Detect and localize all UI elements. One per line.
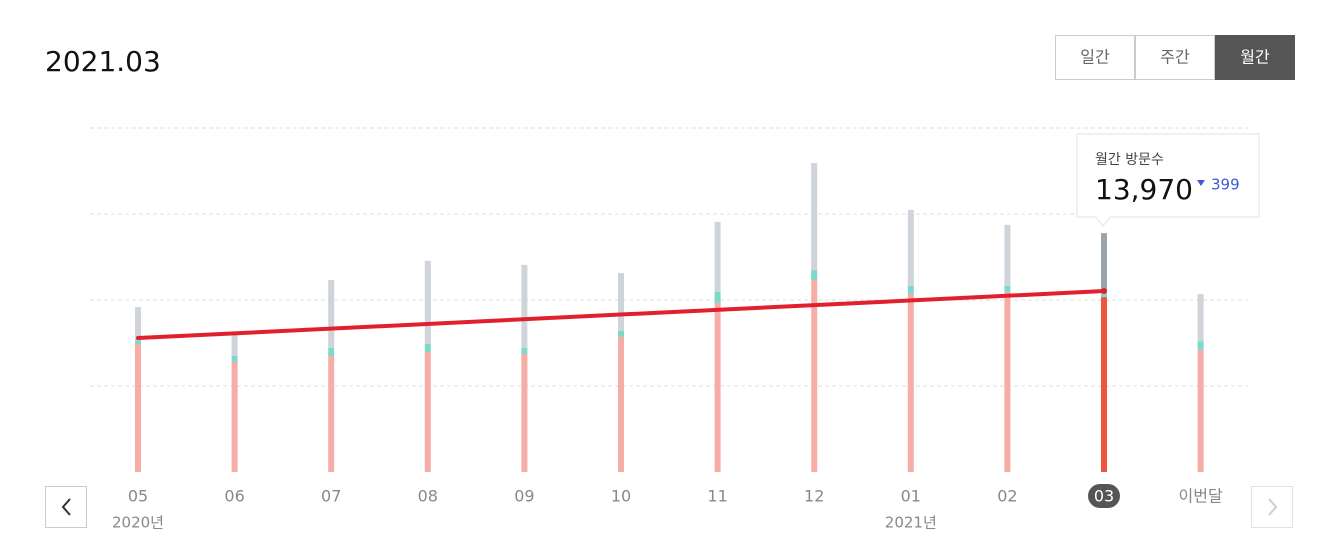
year-label: 2020년 [112, 514, 164, 532]
trend-end [1101, 288, 1107, 295]
bar-segment [424, 260, 431, 344]
next-button[interactable] [1251, 486, 1293, 528]
bar-segment [1004, 224, 1011, 286]
bar-segment [1101, 233, 1107, 292]
x-tick-label[interactable]: 12 [804, 487, 824, 506]
bar-segment [1197, 341, 1204, 351]
bar-segment [328, 347, 335, 357]
bar-segment [231, 361, 238, 472]
bar-segment [521, 347, 528, 355]
bar-segment [811, 280, 818, 472]
tab[interactable] [1055, 35, 1135, 80]
next-arrow [1268, 498, 1278, 516]
x-tick-label[interactable]: 09 [514, 487, 534, 506]
prev-button-box[interactable] [45, 486, 87, 528]
change-arrow [1197, 180, 1205, 186]
bar-segment [1004, 291, 1011, 472]
bar-segment [1197, 350, 1204, 472]
tooltip-change: 399 [1211, 176, 1240, 194]
bar-segment [714, 291, 721, 303]
prev-arrow [61, 498, 71, 516]
bar-segment [135, 307, 141, 341]
bar-segment [521, 354, 528, 472]
tooltip: 월간 방문수 13,970 399 [1076, 133, 1260, 227]
x-tick-label[interactable]: 05 [128, 487, 148, 506]
x-tick-label[interactable]: 06 [224, 487, 244, 506]
bar-segment [231, 333, 238, 356]
bar-segment [618, 272, 624, 331]
bar-segment [1197, 294, 1204, 342]
bar-segment [907, 293, 914, 472]
tab[interactable] [1135, 35, 1215, 80]
trend-line [136, 289, 1106, 341]
bar-segment [1101, 297, 1107, 472]
selected-pill [1088, 484, 1120, 508]
bar-segment [811, 163, 818, 271]
tab-label[interactable]: 월간 [1240, 48, 1270, 67]
bar-segment [907, 285, 914, 294]
bar-segment [714, 302, 721, 472]
x-tick-label[interactable]: 08 [418, 487, 438, 506]
bar-segment [424, 343, 431, 352]
bar-segment [328, 280, 335, 348]
bars [135, 163, 1204, 472]
x-tick-label[interactable]: 07 [321, 487, 341, 506]
bar-segment [618, 330, 624, 337]
bar-segment [1101, 291, 1107, 298]
bar-segment [231, 355, 238, 362]
bar-segment [618, 336, 624, 472]
tab-group: 일간 주간 월간 [1055, 35, 1295, 80]
bar-segment [1004, 285, 1011, 292]
prev-button[interactable] [45, 486, 87, 528]
bar-segment [714, 221, 721, 292]
tab-label[interactable]: 주간 [1160, 48, 1190, 67]
x-tick-label[interactable]: 03 [1094, 487, 1114, 506]
x-tick-label[interactable]: 02 [997, 487, 1017, 506]
tooltip-title: 월간 방문수 [1095, 152, 1164, 168]
x-tick-label[interactable]: 이번달 [1179, 487, 1223, 506]
bar-segment [907, 209, 914, 286]
page-title: 2021.03 [45, 45, 161, 78]
bar-segment [135, 340, 141, 345]
next-button-box[interactable] [1251, 486, 1293, 528]
tooltip-value: 13,970 [1095, 173, 1193, 206]
x-tick-label[interactable]: 11 [707, 487, 727, 506]
year-label: 2021년 [885, 514, 937, 532]
bar-segment [424, 351, 431, 472]
bar-segment [811, 270, 818, 281]
tooltip-box [1076, 133, 1260, 227]
bar-segment [521, 264, 528, 348]
grid [90, 127, 1248, 387]
x-tick-label[interactable]: 01 [901, 487, 921, 506]
bar-segment [135, 344, 141, 472]
x-tick-label[interactable]: 10 [611, 487, 631, 506]
bar-segment [328, 356, 335, 472]
tab-label[interactable]: 일간 [1080, 48, 1110, 67]
tab[interactable] [1215, 35, 1295, 80]
